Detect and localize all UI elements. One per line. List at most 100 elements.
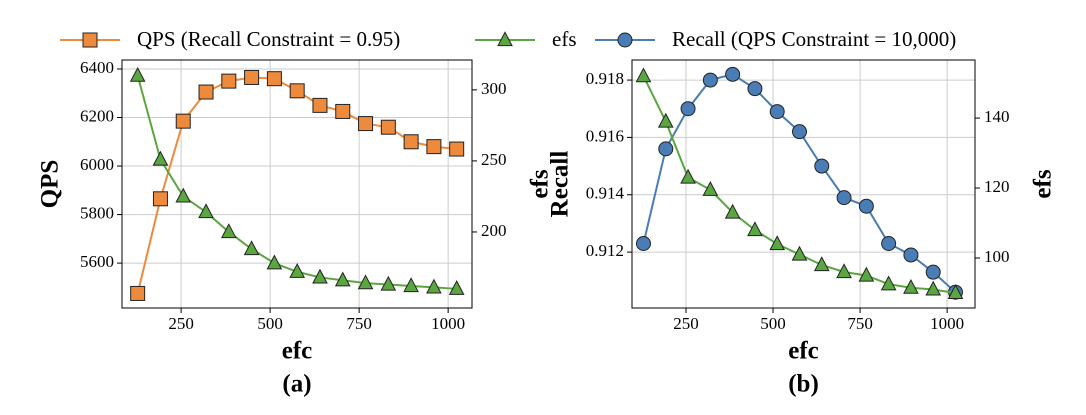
marker (680, 168, 696, 184)
y-tick-label: 0.916 (586, 126, 624, 145)
x-tick-label: 750 (847, 314, 873, 333)
marker (724, 203, 741, 219)
series-line (136, 76, 457, 294)
marker (426, 139, 442, 155)
marker (175, 113, 191, 129)
y2-tick-label: 300 (481, 79, 507, 98)
marker (903, 278, 919, 294)
marker (152, 191, 168, 207)
marker (129, 66, 146, 82)
marker (925, 280, 942, 296)
y2-axis-label: efs (527, 169, 554, 198)
marker (357, 274, 374, 290)
marker (448, 280, 465, 295)
marker (334, 271, 351, 287)
x-tick-label: 1000 (930, 314, 964, 333)
marker (881, 235, 897, 251)
x-tick-label: 500 (257, 314, 283, 333)
plot-frame (121, 59, 473, 309)
marker (243, 240, 260, 256)
y2-tick-label: 250 (481, 150, 507, 169)
marker (635, 235, 651, 251)
y2-tick-label: 120 (984, 177, 1010, 196)
marker (130, 285, 146, 301)
marker (947, 284, 964, 300)
marker (680, 101, 696, 117)
marker (221, 73, 237, 89)
y-tick-label: 6400 (80, 58, 114, 77)
marker (266, 254, 283, 270)
marker (220, 223, 237, 239)
legend-marker (617, 32, 633, 48)
y2-axis-label: efs (1030, 169, 1057, 198)
y-tick-label: 0.918 (586, 69, 624, 88)
marker (657, 112, 674, 128)
legend-label: Recall (QPS Constraint = 10,000) (672, 27, 956, 51)
x-axis-label: efc (282, 338, 313, 365)
marker (814, 158, 830, 174)
marker (403, 134, 419, 150)
marker (813, 256, 830, 272)
y-axis-label: Recall (547, 151, 574, 218)
marker (791, 245, 808, 261)
x-axis-label: efc (788, 338, 819, 365)
marker (266, 71, 282, 87)
caption: (a) (282, 371, 311, 398)
x-tick-label: 250 (168, 314, 194, 333)
y-tick-label: 0.912 (586, 241, 624, 260)
marker (747, 221, 763, 237)
y-axis-label: QPS (37, 160, 64, 209)
y-tick-label: 6200 (80, 106, 114, 125)
marker (335, 103, 351, 119)
y-tick-label: 5800 (80, 203, 114, 222)
x-tick-label: 1000 (431, 314, 465, 333)
marker (380, 119, 396, 135)
marker (702, 180, 719, 196)
marker (925, 264, 941, 280)
marker (198, 84, 214, 100)
marker (312, 268, 328, 284)
marker (312, 97, 328, 113)
marker (836, 190, 852, 206)
marker (747, 81, 763, 97)
marker (858, 266, 875, 282)
marker (635, 67, 652, 83)
marker (769, 235, 786, 251)
marker (198, 203, 214, 219)
marker (880, 275, 897, 291)
x-tick-label: 750 (346, 314, 372, 333)
marker (769, 104, 785, 120)
marker (380, 275, 397, 291)
y-tick-label: 6000 (80, 155, 114, 174)
x-tick-label: 250 (673, 314, 699, 333)
plot-frame (631, 59, 976, 309)
marker (403, 277, 419, 293)
marker (289, 83, 305, 99)
marker (426, 278, 442, 294)
series-line (136, 75, 457, 290)
y2-tick-label: 100 (984, 247, 1010, 266)
legend-marker (82, 32, 98, 48)
caption: (b) (788, 371, 819, 398)
marker (702, 72, 718, 88)
y2-tick-label: 140 (984, 107, 1010, 126)
marker (175, 187, 192, 203)
marker (903, 247, 919, 263)
y-tick-label: 5600 (80, 252, 114, 271)
legend-label: QPS (Recall Constraint = 0.95) (137, 27, 400, 51)
marker (244, 69, 260, 85)
marker (791, 124, 807, 140)
marker (152, 150, 169, 166)
y2-tick-label: 200 (481, 221, 507, 240)
marker (358, 116, 374, 132)
marker (858, 198, 874, 214)
x-tick-label: 500 (760, 314, 786, 333)
marker (289, 262, 306, 278)
legend-label: efs (552, 27, 577, 51)
marker (449, 141, 465, 157)
marker (836, 263, 852, 279)
marker (658, 141, 674, 157)
y-tick-label: 0.914 (586, 184, 625, 203)
legend-marker (497, 31, 513, 47)
